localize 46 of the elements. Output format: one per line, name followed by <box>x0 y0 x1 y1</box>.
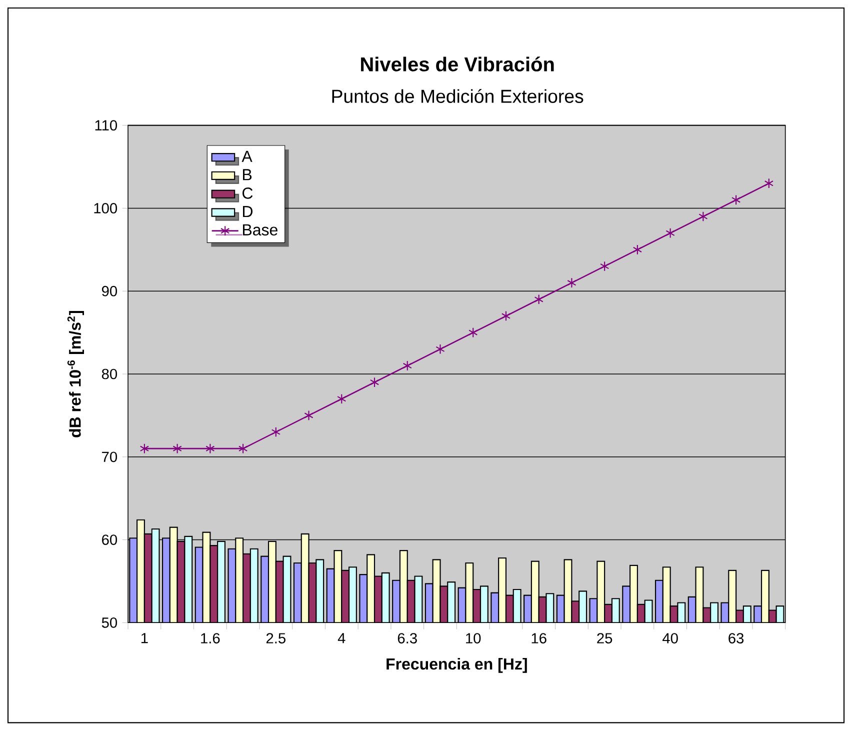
legend-label: C <box>242 188 253 199</box>
y-tick-label: 50 <box>102 618 118 628</box>
x-tick-label: 2.5 <box>266 633 286 644</box>
point <box>567 278 576 288</box>
legend-label: D <box>243 206 252 218</box>
y-tick-label: 90 <box>102 286 118 296</box>
point <box>764 178 774 189</box>
point <box>731 194 741 206</box>
y-tick-label: 100 <box>94 203 118 214</box>
x-tick-label: 1.6 <box>201 633 220 644</box>
x-tick-label: 25 <box>597 633 612 644</box>
x-tick-label: 40 <box>662 633 678 644</box>
legend-label: A <box>242 151 252 162</box>
y-tick-label: 110 <box>95 120 118 131</box>
chart-title: Niveles de Vibración <box>361 56 554 72</box>
legend-label: B <box>243 169 252 180</box>
y-tick-label: 60 <box>102 534 118 546</box>
x-axis-title: Frecuencia en [Hz] <box>386 658 527 674</box>
x-tick-label: 6.3 <box>398 633 417 644</box>
x-tick-label: 10 <box>466 633 481 644</box>
x-tick-label: 4 <box>338 633 346 644</box>
point <box>370 377 380 388</box>
point <box>304 410 314 421</box>
point <box>501 310 511 322</box>
point <box>238 444 248 454</box>
y-tick-label: 80 <box>102 368 118 380</box>
y-axis-title: dB ref 10$^{-6}$ [m/s$^{2}$] <box>67 311 84 438</box>
point <box>271 426 280 438</box>
point <box>140 444 150 454</box>
point <box>206 444 215 454</box>
point <box>468 328 478 338</box>
point <box>402 360 412 372</box>
point <box>337 394 346 404</box>
point <box>600 261 610 272</box>
x-tick-label: 1 <box>141 633 148 644</box>
y-tick-label: 70 <box>102 452 118 462</box>
point <box>534 294 544 305</box>
chart-subtitle: Puntos de Medición Exteriores <box>332 89 584 104</box>
point <box>698 211 708 222</box>
point <box>436 344 445 354</box>
point <box>172 444 182 454</box>
x-tick-label: 63 <box>728 633 744 644</box>
legend-label: Base <box>243 224 278 236</box>
x-tick-label: 16 <box>532 633 546 644</box>
point <box>632 244 642 256</box>
point <box>666 228 675 238</box>
